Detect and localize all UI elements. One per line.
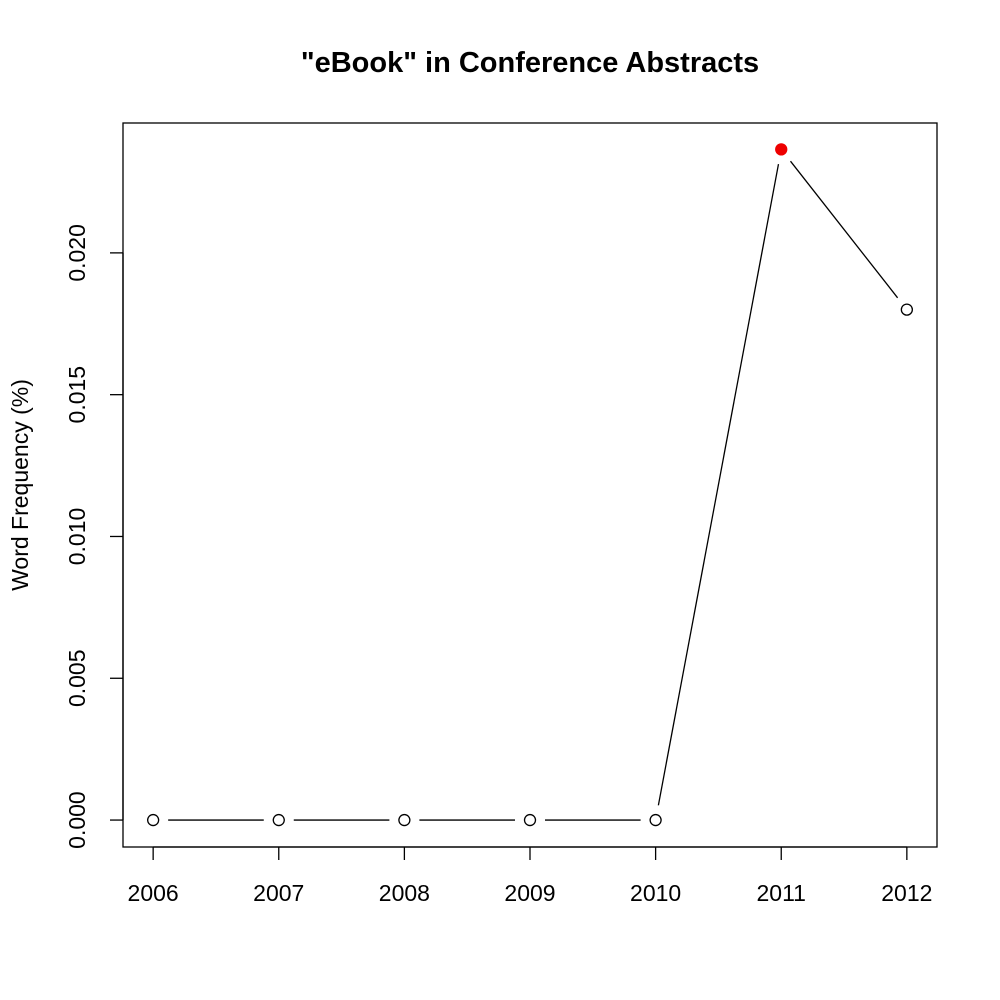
y-tick-label: 0.005 [64,649,90,707]
x-tick-label: 2009 [504,880,555,906]
x-tick-label: 2008 [379,880,430,906]
y-tick-label: 0.010 [64,508,90,566]
data-point [649,813,662,827]
data-point-highlighted [775,143,788,156]
plot-frame [122,122,938,848]
y-tick-label: 0.000 [64,791,90,849]
y-axis: 0.000 0.005 0.010 0.015 0.020 [64,224,124,849]
y-tick-label: 0.015 [64,366,90,424]
x-tick-label: 2012 [881,880,932,906]
x-tick-label: 2011 [757,880,806,906]
data-point [398,813,411,827]
x-tick-label: 2007 [253,880,304,906]
data-point [272,813,285,827]
data-point [523,813,537,827]
plot-area [122,122,938,848]
y-tick-label: 0.020 [64,224,90,282]
series-line-segment [657,163,780,806]
series-layer [146,143,914,827]
data-point [900,303,914,316]
data-point [146,813,160,827]
y-axis-label: Word Frequency (%) [7,379,33,591]
series-line-segment [789,160,899,299]
x-axis: 2006 2007 2008 2009 2010 2011 2012 [128,846,932,906]
chart-title: "eBook" in Conference Abstracts [301,47,759,79]
x-tick-label: 2006 [128,880,179,906]
x-tick-label: 2010 [630,880,681,906]
